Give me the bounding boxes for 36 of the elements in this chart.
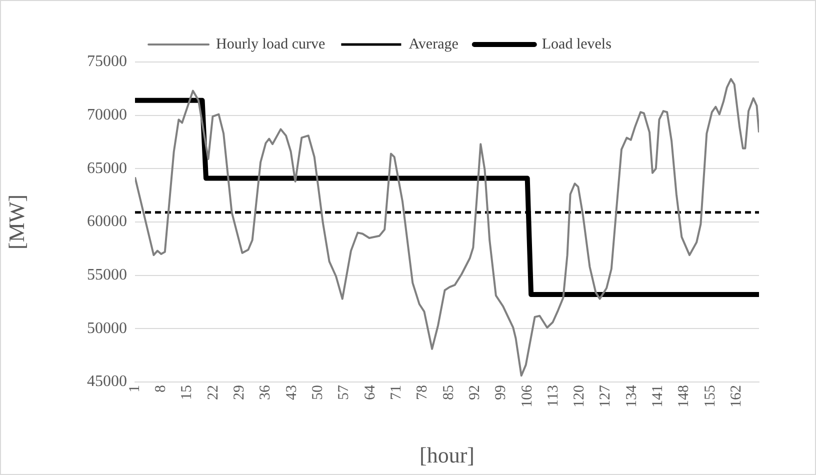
legend-label: Hourly load curve — [216, 36, 326, 52]
x-tick-label: 155 — [702, 385, 718, 408]
x-axis-title: [hour] — [420, 442, 474, 468]
legend-label: Average — [408, 36, 459, 52]
y-tick-label: 75000 — [87, 53, 127, 70]
x-tick-label: 43 — [284, 385, 300, 400]
x-tick-label: 57 — [336, 384, 352, 400]
y-tick-label: 55000 — [87, 266, 127, 284]
x-tick-label: 78 — [414, 385, 431, 400]
y-tick-label: 60000 — [87, 213, 127, 230]
x-tick-label: 36 — [258, 384, 274, 400]
x-tick-label: 106 — [519, 384, 536, 408]
x-tick-label: 113 — [545, 385, 562, 407]
x-tick-label: 8 — [153, 385, 170, 392]
x-tick-label: 134 — [624, 384, 640, 408]
y-tick-label: 50000 — [87, 320, 127, 337]
x-tick-label: 141 — [650, 385, 666, 408]
x-tick-label: 71 — [388, 385, 404, 400]
x-tick-label: 29 — [232, 385, 248, 400]
x-tick-label: 162 — [728, 385, 745, 408]
x-tick-label: 22 — [205, 385, 222, 400]
x-tick-label: 120 — [572, 385, 588, 408]
y-tick-label: 45000 — [87, 373, 127, 390]
y-tick-label: 65000 — [87, 160, 127, 177]
legend-label: Load levels — [542, 36, 612, 52]
x-tick-label: 15 — [179, 385, 196, 400]
x-tick-label: 148 — [676, 385, 692, 408]
x-tick-label: 85 — [440, 385, 457, 400]
x-tick-label: 92 — [466, 385, 483, 400]
x-tick-label: 50 — [310, 385, 326, 400]
x-tick-label: 1 — [126, 385, 143, 392]
y-tick-label: 70000 — [87, 106, 127, 124]
x-tick-label: 127 — [598, 384, 614, 408]
x-tick-label: 64 — [362, 384, 378, 400]
y-axis-title: [MW] — [4, 194, 29, 250]
x-tick-label: 99 — [493, 385, 510, 400]
